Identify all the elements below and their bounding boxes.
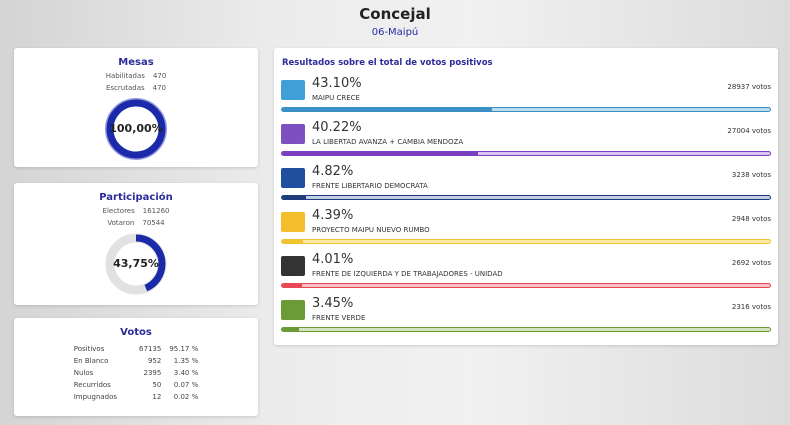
party-percent: 40.22%: [312, 120, 362, 135]
votaron-label: Votaron: [107, 219, 135, 227]
party-votes: 2948 votos: [731, 215, 771, 223]
party-logo-icon: [281, 256, 305, 276]
votaron-value: 70544: [142, 219, 165, 227]
party-logo-icon: [281, 300, 305, 320]
party-progress-fill: [282, 196, 306, 199]
mesas-donut: 100,00%: [105, 98, 167, 160]
party-row: 3.45% FRENTE VERDE 2316 votos: [281, 296, 771, 344]
party-progress-fill: [282, 240, 304, 243]
electores-label: Electores: [102, 207, 135, 215]
party-logo-icon: [281, 168, 305, 188]
votos-pct: 95.17 %: [169, 345, 199, 353]
votos-count: 2395: [143, 369, 162, 377]
party-row: 4.82% FRENTE LIBERTARIO DEMOCRATA 3238 v…: [281, 164, 771, 212]
party-progress-bar: [281, 327, 771, 332]
habilitadas-label: Habilitadas: [105, 72, 145, 80]
votos-pct: 1.35 %: [173, 357, 199, 365]
votos-card: Votos Positivos 67135 95.17 % En Blanco 952 1…: [14, 318, 258, 416]
votos-row: En Blanco 952 1.35 %: [70, 355, 203, 367]
votos-pct: 0.07 %: [173, 381, 199, 389]
escrutadas-label: Escrutadas: [105, 84, 145, 92]
escrutadas-value: 470: [152, 84, 167, 92]
party-votes: 3238 votos: [731, 171, 771, 179]
party-progress-bar: [281, 283, 771, 288]
party-votes: 2692 votos: [731, 259, 771, 267]
votos-table: Positivos 67135 95.17 % En Blanco 952 1.35 % N…: [70, 343, 203, 403]
participacion-percent: 43,75%: [113, 257, 159, 270]
votos-label: Impugnados: [73, 393, 118, 401]
party-name: PROYECTO MAIPU NUEVO RUMBO: [312, 226, 430, 234]
party-progress-fill: [282, 152, 479, 155]
participacion-donut: 43,75%: [105, 233, 167, 295]
page-title: Concejal: [359, 5, 431, 23]
electores-value: 161260: [142, 207, 170, 215]
party-name: MAIPU CRECE: [312, 94, 360, 102]
party-name: FRENTE LIBERTARIO DEMOCRATA: [312, 182, 428, 190]
participacion-arc: [106, 234, 166, 294]
party-name: LA LIBERTAD AVANZA + CAMBIA MENDOZA: [312, 138, 464, 146]
party-percent: 4.01%: [312, 252, 354, 267]
party-percent: 4.82%: [312, 164, 354, 179]
votos-label: En Blanco: [73, 357, 109, 365]
votos-row: Nulos 2395 3.40 %: [70, 367, 203, 379]
party-row: 4.01% FRENTE DE IZQUIERDA Y DE TRABAJADO…: [281, 252, 771, 300]
mesas-title: Mesas: [118, 57, 154, 68]
votos-count: 12: [152, 393, 162, 401]
party-percent: 3.45%: [312, 296, 354, 311]
party-name: FRENTE VERDE: [312, 314, 366, 322]
party-progress-bar: [281, 239, 771, 244]
resultados-card: Resultados sobre el total de votos posit…: [274, 48, 778, 345]
district-subtitle: 06-Maipú: [371, 27, 419, 38]
party-logo-icon: [281, 212, 305, 232]
party-progress-bar: [281, 107, 771, 112]
party-votes: 28937 votos: [727, 83, 771, 91]
mesas-arc: [106, 99, 166, 159]
party-progress-bar: [281, 151, 771, 156]
votos-row: Recurridos 50 0.07 %: [70, 379, 203, 391]
party-votes: 27004 votos: [727, 127, 771, 135]
party-logo-icon: [281, 80, 305, 100]
mesas-card: Mesas Habilitadas 470 Escrutadas 470 100,0…: [14, 48, 258, 167]
party-votes: 2316 votos: [731, 303, 771, 311]
participacion-card: Participación Electores 161260 Votaron 705…: [14, 183, 258, 305]
votos-count: 67135: [139, 345, 162, 353]
votos-label: Nulos: [73, 369, 94, 377]
votos-pct: 0.02 %: [173, 393, 199, 401]
votos-label: Positivos: [73, 345, 105, 353]
votos-title: Votos: [120, 327, 152, 338]
party-percent: 43.10%: [312, 76, 362, 91]
party-name: FRENTE DE IZQUIERDA Y DE TRABAJADORES - …: [312, 270, 503, 278]
votos-pct: 3.40 %: [173, 369, 199, 377]
party-logo-icon: [281, 124, 305, 144]
mesas-percent: 100,00%: [109, 122, 163, 135]
votos-row: Positivos 67135 95.17 %: [70, 343, 203, 355]
party-progress-fill: [282, 328, 299, 331]
party-progress-bar: [281, 195, 771, 200]
participacion-title: Participación: [99, 192, 173, 203]
resultados-title: Resultados sobre el total de votos posit…: [282, 58, 493, 68]
votos-count: 50: [152, 381, 162, 389]
party-percent: 4.39%: [312, 208, 354, 223]
party-row: 4.39% PROYECTO MAIPU NUEVO RUMBO 2948 vo…: [281, 208, 771, 256]
habilitadas-value: 470: [152, 72, 167, 80]
party-row: 40.22% LA LIBERTAD AVANZA + CAMBIA MENDO…: [281, 120, 771, 168]
party-row: 43.10% MAIPU CRECE 28937 votos: [281, 76, 771, 124]
party-progress-fill: [282, 284, 302, 287]
votos-label: Recurridos: [73, 381, 111, 389]
votos-row: Impugnados 12 0.02 %: [70, 391, 203, 403]
votos-count: 952: [147, 357, 162, 365]
party-progress-fill: [282, 108, 493, 111]
